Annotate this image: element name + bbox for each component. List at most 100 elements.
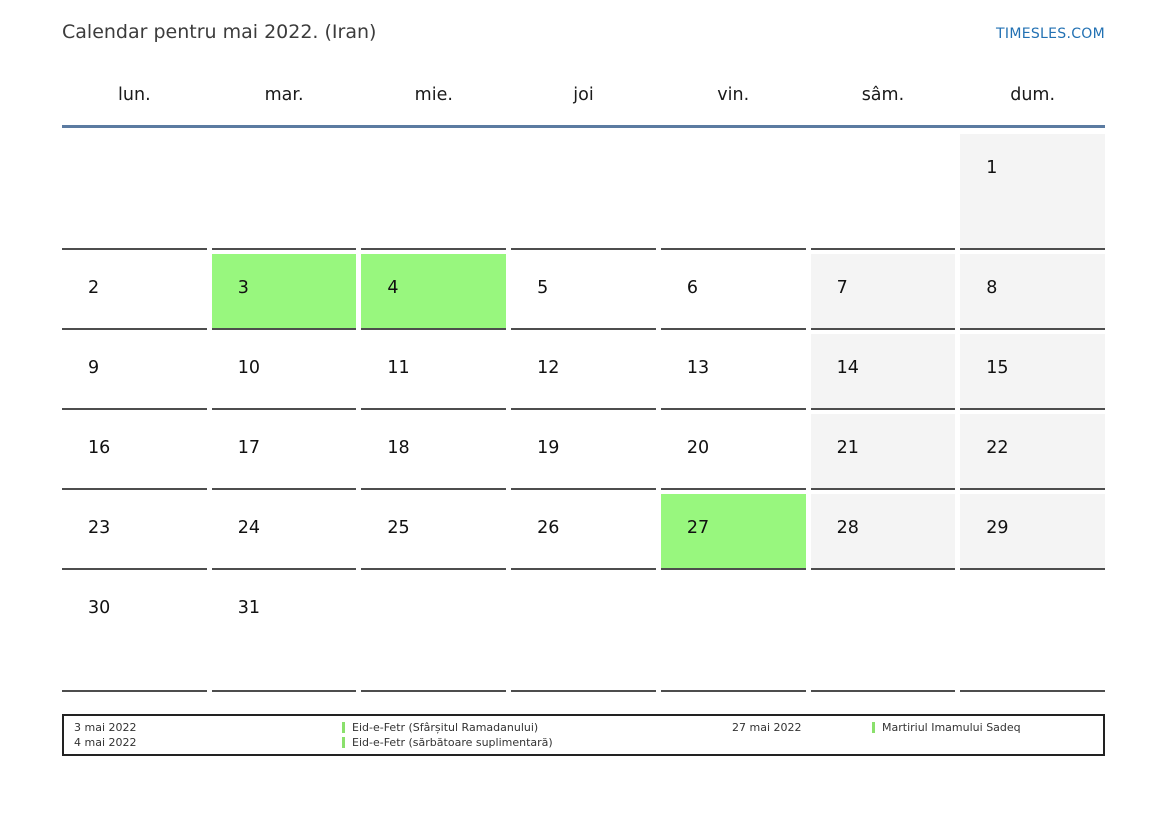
day-cell: 8 xyxy=(960,254,1105,330)
day-number: 14 xyxy=(836,358,859,378)
day-cell xyxy=(960,574,1105,692)
day-cell: 9 xyxy=(62,334,207,410)
day-number: 1 xyxy=(986,158,998,178)
day-cell: 30 xyxy=(62,574,207,692)
weekday-header-row: lun. mar. mie. joi vin. sâm. dum. xyxy=(62,85,1105,128)
day-cell: 12 xyxy=(511,334,656,410)
site-link[interactable]: TIMESLES.COM xyxy=(996,26,1105,42)
weekday-label-sat: sâm. xyxy=(861,85,905,105)
weekday-label-fri: vin. xyxy=(717,85,750,105)
day-number: 29 xyxy=(986,518,1009,538)
day-cell: 17 xyxy=(211,414,357,490)
legend-entry: Martiriul Imamului Sadeq xyxy=(872,720,1093,735)
day-number: 7 xyxy=(836,278,848,298)
day-number: 2 xyxy=(88,278,100,298)
day-number: 23 xyxy=(88,518,111,538)
day-cell: 6 xyxy=(660,254,806,330)
holiday-marker-icon xyxy=(342,737,345,748)
day-cell xyxy=(62,134,207,250)
day-number: 16 xyxy=(88,438,111,458)
weekday-label-thu: joi xyxy=(573,85,594,105)
day-number: 30 xyxy=(88,598,111,618)
day-number: 21 xyxy=(836,438,859,458)
legend-entry: Eid-e-Fetr (Sfârșitul Ramadanului) xyxy=(342,720,732,735)
day-cell: 5 xyxy=(511,254,656,330)
day-number: 5 xyxy=(537,278,549,298)
day-number: 25 xyxy=(387,518,410,538)
day-cell xyxy=(361,574,507,692)
legend-label: Eid-e-Fetr (Sfârșitul Ramadanului) xyxy=(352,721,539,734)
legend-date: 27 mai 2022 xyxy=(732,721,802,734)
day-cell: 4 xyxy=(361,254,507,330)
day-cell xyxy=(810,574,956,692)
day-number: 9 xyxy=(88,358,100,378)
day-cell: 10 xyxy=(211,334,357,410)
day-cell: 25 xyxy=(361,494,507,570)
day-number: 24 xyxy=(237,518,260,538)
legend-event-right: Martiriul Imamului Sadeq xyxy=(872,720,1093,750)
day-cell: 23 xyxy=(62,494,207,570)
day-cell xyxy=(810,134,956,250)
legend-events-left: Eid-e-Fetr (Sfârșitul Ramadanului) Eid-e… xyxy=(342,720,732,750)
day-number: 28 xyxy=(836,518,859,538)
day-number: 4 xyxy=(387,278,399,298)
day-number: 17 xyxy=(237,438,260,458)
holiday-marker-icon xyxy=(872,722,875,733)
day-cell: 26 xyxy=(511,494,656,570)
day-number: 3 xyxy=(237,278,249,298)
legend-date-right: 27 mai 2022 xyxy=(732,720,872,750)
day-number: 22 xyxy=(986,438,1009,458)
day-cell: 27 xyxy=(660,494,806,570)
day-number: 10 xyxy=(237,358,260,378)
day-cell xyxy=(211,134,357,250)
day-cell: 28 xyxy=(810,494,956,570)
day-cell: 24 xyxy=(211,494,357,570)
day-cell: 3 xyxy=(211,254,357,330)
day-cell xyxy=(361,134,507,250)
legend-label: Eid-e-Fetr (sărbătoare suplimentară) xyxy=(352,736,553,749)
day-number: 27 xyxy=(686,518,710,538)
day-cell: 13 xyxy=(660,334,806,410)
weekday-label-sun: dum. xyxy=(1010,85,1056,105)
day-number: 26 xyxy=(537,518,560,538)
day-cell: 16 xyxy=(62,414,207,490)
legend-box: 3 mai 2022 4 mai 2022 Eid-e-Fetr (Sfârși… xyxy=(62,714,1105,756)
day-cell: 31 xyxy=(211,574,357,692)
day-cell xyxy=(660,574,806,692)
page-header: Calendar pentru mai 2022. (Iran) TIMESLE… xyxy=(62,0,1105,43)
weekday-label-wed: mie. xyxy=(414,85,453,105)
day-cell: 1 xyxy=(960,134,1105,250)
day-number: 13 xyxy=(686,358,710,378)
legend-date: 4 mai 2022 xyxy=(74,736,137,749)
page-title: Calendar pentru mai 2022. (Iran) xyxy=(62,21,377,43)
day-cell: 18 xyxy=(361,414,507,490)
day-cell: 29 xyxy=(960,494,1105,570)
day-cell: 15 xyxy=(960,334,1105,410)
holiday-marker-icon xyxy=(342,722,345,733)
day-number: 11 xyxy=(387,358,410,378)
day-cell: 14 xyxy=(810,334,956,410)
day-cell: 7 xyxy=(810,254,956,330)
day-number: 20 xyxy=(686,438,710,458)
legend-dates-left: 3 mai 2022 4 mai 2022 xyxy=(74,720,342,750)
day-number: 6 xyxy=(686,278,698,298)
weekday-label-mon: lun. xyxy=(118,85,151,105)
day-cell: 20 xyxy=(660,414,806,490)
day-number: 12 xyxy=(537,358,560,378)
day-number: 18 xyxy=(387,438,410,458)
day-cell: 22 xyxy=(960,414,1105,490)
day-cell: 21 xyxy=(810,414,956,490)
legend-label: Martiriul Imamului Sadeq xyxy=(882,721,1021,734)
legend-entry: Eid-e-Fetr (sărbătoare suplimentară) xyxy=(342,735,732,750)
day-cell xyxy=(511,134,656,250)
day-number: 15 xyxy=(986,358,1009,378)
day-cell: 19 xyxy=(511,414,656,490)
day-cell: 11 xyxy=(361,334,507,410)
calendar-grid: 1 2 3 4 5 6 7 8 9 10 11 12 13 14 15 16 1… xyxy=(62,134,1105,692)
legend-date: 3 mai 2022 xyxy=(74,721,137,734)
day-cell xyxy=(660,134,806,250)
day-number: 19 xyxy=(537,438,560,458)
day-cell xyxy=(511,574,656,692)
day-number: 31 xyxy=(237,598,260,618)
